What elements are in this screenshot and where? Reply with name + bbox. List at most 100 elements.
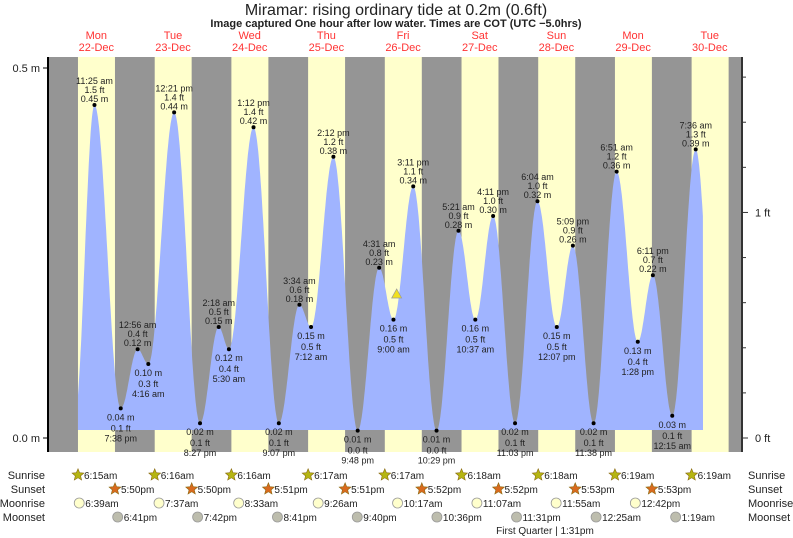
tide-area	[77, 105, 703, 431]
moonset-icon	[511, 511, 522, 523]
day-name-label: Mon	[86, 30, 107, 42]
high-tide-point	[570, 243, 575, 248]
low-tide-point	[276, 421, 281, 426]
high-tide-ft-label: 1.4 ft	[164, 92, 185, 102]
high-tide-ft-label: 0.9 ft	[448, 211, 469, 221]
low-tide-m-label: 0.15 m	[297, 331, 325, 341]
high-tide-point	[650, 273, 655, 278]
moonset-time: 12:25am	[602, 513, 641, 524]
moonrise-icon	[629, 497, 641, 509]
moonset-row-label: Moonset	[3, 512, 45, 524]
sunset-icon	[261, 482, 276, 495]
high-tide-point	[331, 154, 336, 159]
high-tide-m-label: 0.18 m	[286, 294, 314, 304]
high-tide-time-label: 6:51 am	[600, 143, 633, 153]
high-tide-ft-label: 1.1 ft	[403, 166, 424, 176]
high-tide-time-label: 12:56 am	[119, 320, 157, 330]
high-tide-time-label: 2:18 am	[202, 298, 235, 308]
sunrise-icon	[71, 468, 85, 481]
low-tide-m-label: 0.10 m	[135, 368, 163, 378]
high-tide-point	[491, 214, 496, 218]
high-tide-m-label: 0.15 m	[205, 316, 233, 326]
moonset-time: 1:19am	[682, 513, 715, 524]
sunset-time: 5:52pm	[428, 485, 461, 496]
high-tide-point	[411, 184, 416, 189]
low-tide-ft-label: 0.1 ft	[190, 438, 211, 448]
sunrise-time: 6:16am	[237, 471, 270, 482]
moonset-time: 10:36pm	[443, 513, 482, 524]
moonset-icon	[351, 511, 363, 523]
sunrise-icon	[608, 468, 622, 481]
sunset-icon	[491, 482, 506, 495]
low-tide-time-label: 9:48 pm	[341, 456, 374, 466]
moonset-time: 8:41pm	[283, 513, 316, 524]
low-tide-m-label: 0.04 m	[107, 412, 135, 422]
high-tide-time-label: 2:12 pm	[317, 128, 350, 138]
moon-phase: First Quarter | 1:31pm	[496, 526, 594, 537]
low-tide-ft-label: 0.3 ft	[138, 379, 159, 389]
moonset-time: 6:41pm	[124, 513, 157, 524]
low-tide-point	[355, 428, 360, 433]
sunset-time: 5:53pm	[658, 485, 691, 496]
high-tide-m-label: 0.44 m	[160, 101, 188, 111]
moonset-time: 9:40pm	[363, 513, 396, 524]
moonset-icon	[670, 511, 682, 523]
moonrise-icon	[550, 497, 562, 509]
moonrise-icon	[312, 497, 324, 509]
high-tide-point	[297, 302, 302, 307]
sunrise-icon	[454, 468, 469, 481]
day-name-label: Mon	[622, 30, 643, 42]
day-name-label: Wed	[238, 30, 260, 42]
low-tide-time-label: 5:30 am	[213, 374, 246, 384]
high-tide-point	[614, 169, 619, 174]
moonrise-time: 7:37am	[165, 499, 198, 510]
high-tide-m-label: 0.38 m	[320, 146, 348, 156]
low-tide-point	[391, 317, 396, 322]
high-tide-m-label: 0.34 m	[399, 175, 427, 185]
day-date-label: 26-Dec	[385, 42, 421, 54]
high-tide-time-label: 3:34 am	[283, 276, 316, 286]
low-tide-ft-label: 0.1 ft	[269, 438, 290, 448]
chart-subtitle: Image captured One hour after low water.…	[210, 18, 581, 30]
low-tide-point	[309, 325, 314, 329]
low-tide-m-label: 0.16 m	[462, 324, 490, 334]
high-tide-time-label: 1:12 pm	[237, 98, 270, 108]
day-date-label: 30-Dec	[692, 42, 728, 54]
moonrise-time: 10:17am	[404, 499, 443, 510]
low-tide-m-label: 0.16 m	[380, 324, 408, 334]
high-tide-m-label: 0.22 m	[639, 264, 667, 274]
high-tide-time-label: 6:04 am	[521, 172, 554, 182]
high-tide-m-label: 0.39 m	[682, 138, 710, 148]
low-tide-point	[434, 428, 439, 433]
sun-moon-rows: Sunrise Sunrise Sunset Sunset Moonrise Moonri…	[0, 468, 793, 524]
moonrise-time: 11:07am	[483, 499, 521, 510]
high-tide-m-label: 0.45 m	[81, 94, 109, 104]
moonrise-row-label: Moonrise	[0, 498, 45, 510]
low-tide-point	[118, 406, 123, 411]
low-tide-time-label: 10:37 am	[457, 345, 495, 355]
high-tide-m-label: 0.28 m	[445, 220, 473, 230]
high-tide-point	[377, 265, 382, 270]
low-tide-time-label: 11:03 pm	[497, 448, 534, 458]
high-tide-ft-label: 0.6 ft	[289, 285, 310, 295]
high-tide-ft-label: 0.9 ft	[563, 226, 584, 236]
sunrise-time: 6:16am	[161, 471, 194, 482]
low-tide-point	[473, 317, 478, 322]
low-tide-point	[554, 325, 559, 329]
low-tide-ft-label: 0.5 ft	[383, 335, 404, 345]
sunrise-time: 6:18am	[468, 471, 501, 482]
high-tide-time-label: 5:09 pm	[557, 217, 590, 227]
low-tide-time-label: 9:07 pm	[263, 448, 296, 458]
sunset-row-label-right: Sunset	[748, 484, 782, 496]
left-tick-label: 0.0 m	[12, 433, 40, 445]
right-tick-label: 1 ft	[755, 207, 770, 219]
day-name-label: Sat	[471, 30, 488, 42]
sunset-icon	[185, 482, 199, 495]
day-labels: Mon22-DecTue23-DecWed24-DecThu25-DecFri2…	[79, 30, 728, 54]
day-name-label: Thu	[317, 30, 336, 42]
sunset-time: 5:51pm	[351, 485, 384, 496]
high-tide-m-label: 0.12 m	[124, 338, 152, 348]
day-date-label: 29-Dec	[615, 42, 651, 54]
high-tide-ft-label: 1.0 ft	[483, 196, 504, 206]
